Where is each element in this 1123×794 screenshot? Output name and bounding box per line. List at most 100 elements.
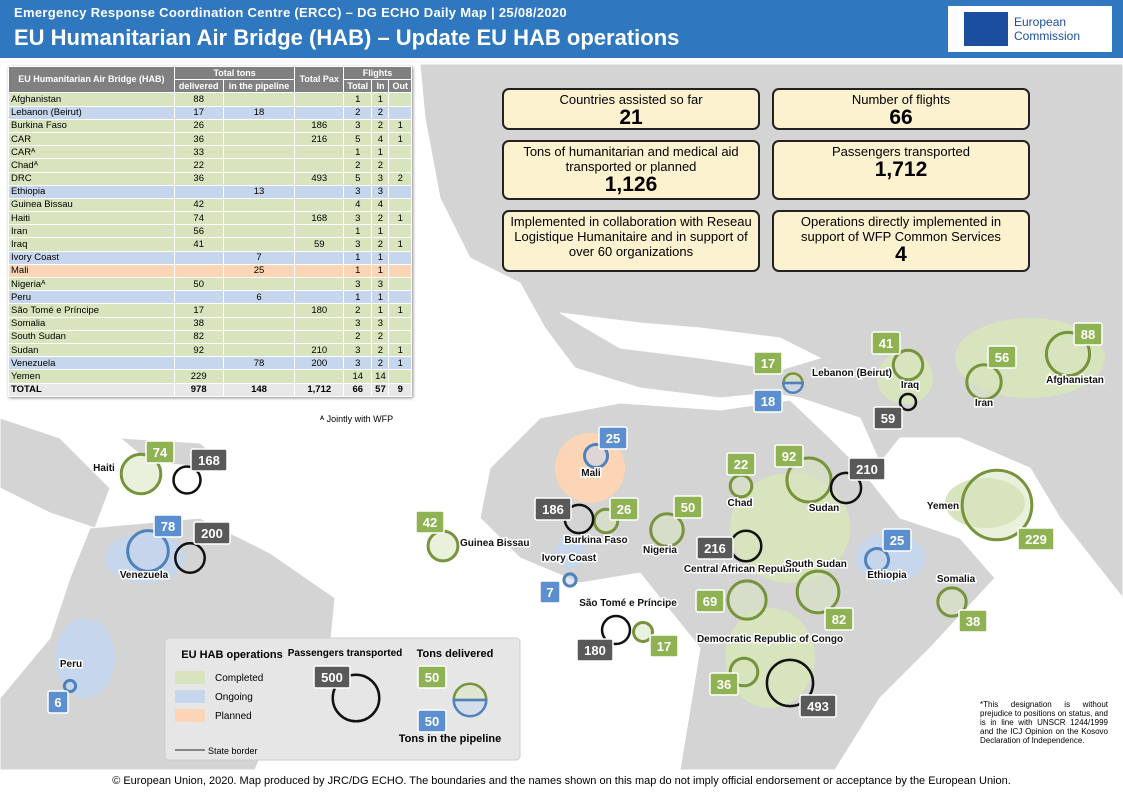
country-label: Iraq — [901, 380, 919, 391]
bubble-passengers — [765, 658, 815, 708]
value-box — [145, 440, 175, 464]
legend-swatch — [175, 709, 205, 722]
table-cell: 3 — [343, 211, 373, 226]
value-box — [417, 665, 447, 689]
bubble-delivered — [649, 512, 685, 548]
value-box — [696, 536, 734, 560]
table-cell: 1 — [371, 263, 390, 279]
legend-bubble-passengers — [331, 673, 381, 723]
table-cell: 17 — [173, 303, 224, 318]
table-cell — [388, 316, 412, 331]
table-cell: 186 — [294, 118, 345, 133]
table-cell: Chadᴬ — [8, 158, 175, 173]
header-cell: Flights — [343, 65, 412, 81]
table-cell: 2 — [371, 329, 390, 344]
table-cell: 82 — [173, 329, 224, 344]
table-cell: 1 — [371, 303, 390, 318]
header-cell: In — [371, 79, 390, 94]
value-box — [848, 457, 886, 481]
table-cell: 180 — [294, 303, 345, 318]
table-cell — [388, 158, 412, 173]
value-box — [695, 589, 725, 613]
legend-title: EU HAB operations — [181, 649, 282, 661]
country-label: Guinea Bissau — [460, 538, 529, 549]
value-label: 50 — [425, 670, 439, 685]
table-row: Guinea Bissau 42 4 4 — [8, 197, 412, 213]
value-label: 50 — [681, 500, 695, 515]
table-cell: 2 — [371, 211, 390, 226]
value-label: 82 — [832, 612, 846, 627]
country-label: Sudan — [809, 503, 840, 514]
bubble-pipeline — [62, 678, 78, 694]
value-box — [882, 528, 912, 552]
stat-label: Implemented in collaboration with Reseau… — [510, 214, 752, 259]
table-cell: 1 — [371, 250, 390, 265]
legend-heading: Passengers transported — [288, 648, 403, 659]
stat-label: Tons of humanitarian and medical aid tra… — [523, 144, 739, 174]
table-cell — [222, 118, 296, 133]
table-cell: 14 — [343, 369, 373, 384]
total-cell: 1,712 — [294, 382, 345, 397]
table-cell: CARᴬ — [8, 145, 175, 160]
table-cell: 1 — [388, 237, 412, 252]
table-cell: 2 — [371, 105, 390, 120]
logo: European Commission — [948, 6, 1112, 52]
value-box — [871, 331, 901, 355]
country-label: Ethiopia — [867, 570, 907, 581]
value-box — [753, 351, 783, 375]
table-cell: 2 — [371, 158, 390, 173]
value-box — [753, 389, 783, 413]
legend-swatch — [175, 671, 205, 684]
table-cell: 88 — [173, 92, 224, 107]
bubble-pipeline — [126, 529, 170, 573]
table-cell: 33 — [173, 145, 224, 160]
table-cell — [294, 92, 345, 107]
header-cell: delivered — [173, 79, 224, 94]
value-label: 50 — [425, 714, 439, 729]
table-cell — [173, 250, 224, 265]
table-cell — [388, 105, 412, 120]
table-cell: 36 — [173, 171, 224, 186]
table-cell: 1 — [343, 290, 373, 305]
stat-box: Number of flights 66 — [772, 88, 1030, 130]
table-cell — [388, 290, 412, 305]
stat-value: 4 — [895, 243, 907, 266]
stat-value: 1,712 — [874, 158, 928, 181]
value-label: 17 — [657, 639, 671, 654]
value-box — [609, 497, 639, 521]
table-row: CAR 36 216 5 4 1 — [8, 131, 412, 147]
table-cell: 493 — [294, 171, 345, 186]
value-label: 92 — [782, 449, 796, 464]
table-row: Ethiopia 13 3 3 — [8, 184, 412, 199]
table-cell: 1 — [388, 118, 412, 133]
kosovo-note: *This designation is without prejudice t… — [980, 700, 1108, 745]
table-cell: 1 — [371, 224, 390, 239]
value-label: 78 — [161, 519, 175, 534]
bubble-passengers — [172, 465, 202, 495]
table-cell: 2 — [371, 356, 390, 371]
table-row: Iran 56 1 1 — [8, 224, 412, 239]
table-row: DRC 36 493 5 3 2 — [8, 171, 412, 186]
bubble-passengers — [898, 392, 918, 412]
country-label: Central African Republic — [684, 564, 801, 575]
table-cell: 2 — [371, 118, 390, 133]
highlight-ivory-coast — [555, 538, 585, 568]
table-cell — [294, 316, 345, 331]
table-cell: 2 — [343, 329, 373, 344]
table-cell: 42 — [173, 197, 224, 213]
value-label: 36 — [717, 677, 731, 692]
value-label: 41 — [879, 336, 893, 351]
table-cell: Ethiopia — [8, 184, 175, 199]
value-label: 17 — [761, 356, 775, 371]
value-box — [534, 497, 572, 521]
table-cell — [388, 250, 412, 265]
stat-label: Number of flights — [851, 92, 951, 107]
table-note: ᴬ Jointly with WFP — [320, 414, 394, 424]
value-label: 200 — [201, 526, 223, 541]
bubble-delivered — [726, 579, 768, 621]
bubble-passengers — [174, 542, 206, 574]
total-cell: TOTAL — [8, 382, 175, 397]
country-label: South Sudan — [785, 559, 847, 570]
value-label: 74 — [153, 445, 168, 460]
bubble-delivered — [632, 621, 654, 643]
